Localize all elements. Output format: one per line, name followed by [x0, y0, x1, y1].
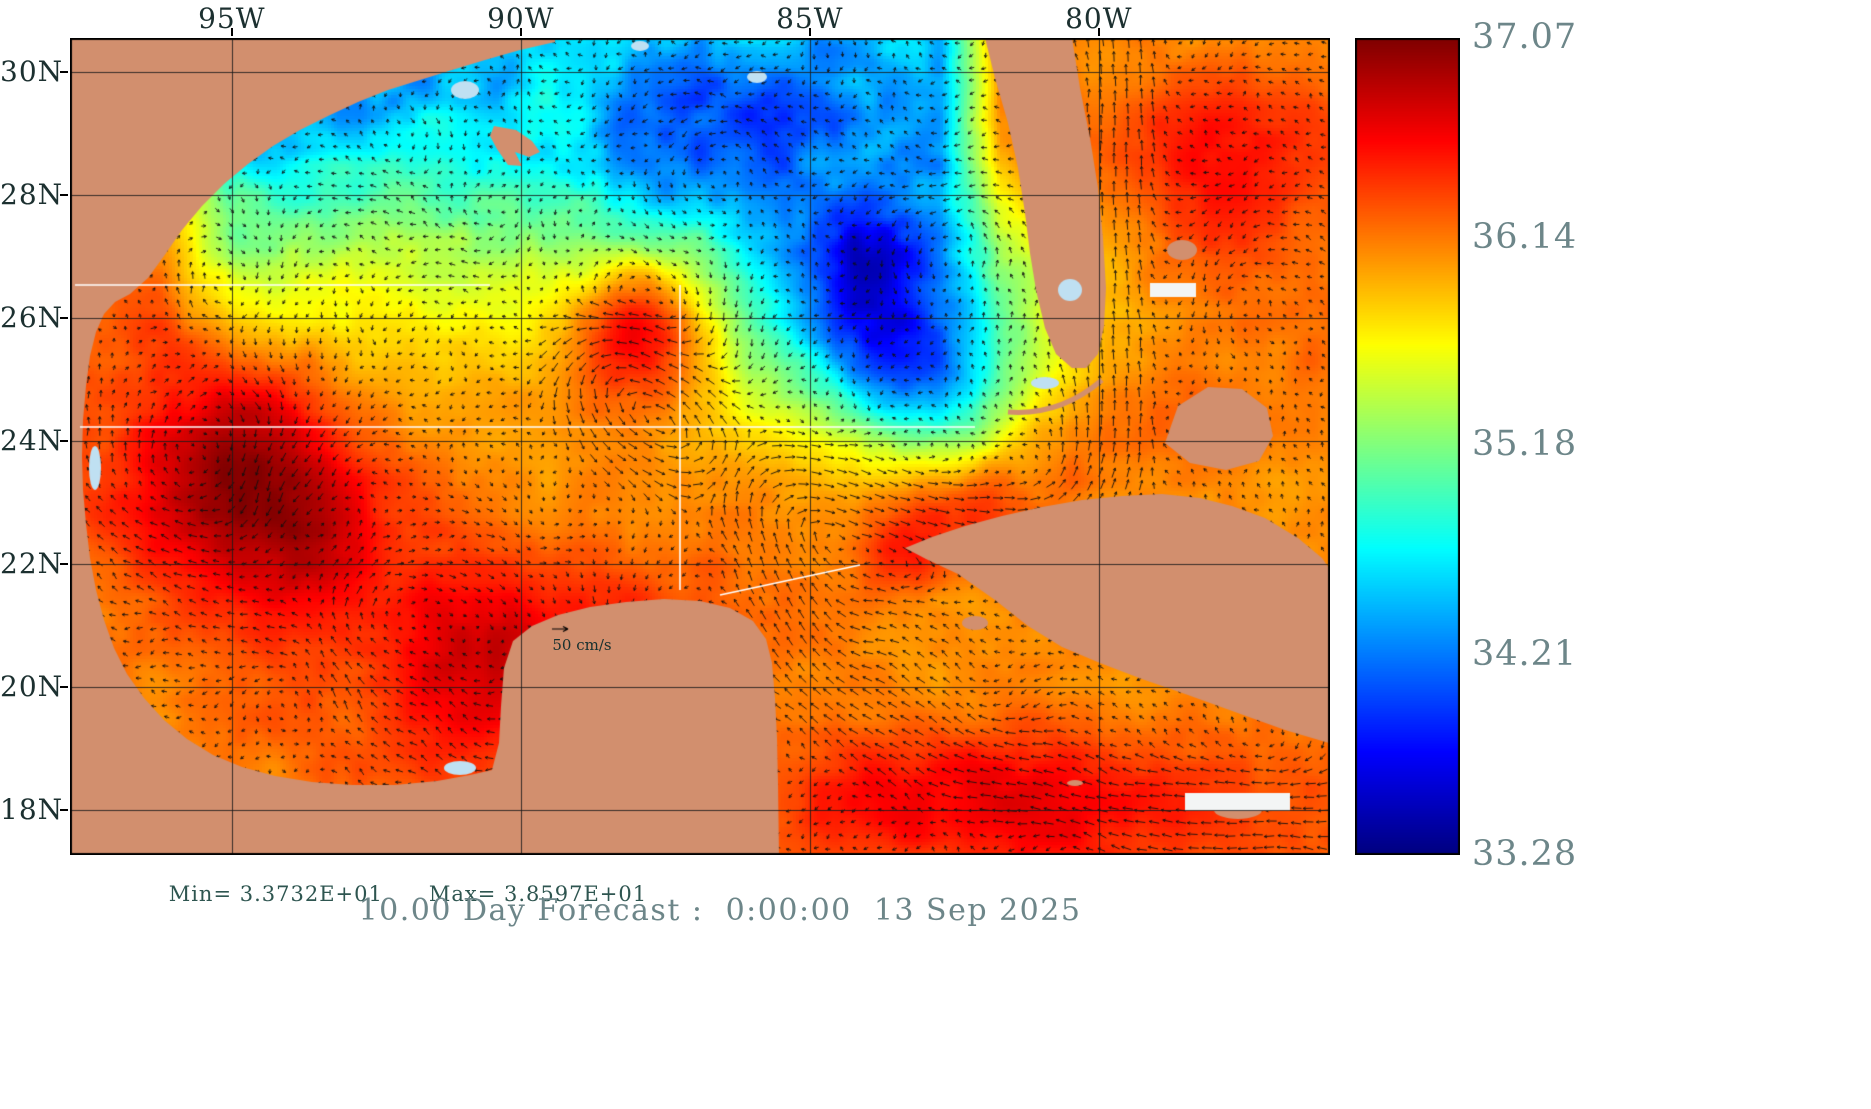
lat-tick-mark	[60, 70, 68, 73]
colorbar-tick-label: 37.07	[1472, 17, 1578, 57]
map-canvas	[70, 38, 1330, 855]
stats-line: Min= 3.3732E+01 Max= 3.8597E+01	[138, 858, 647, 930]
lat-tick-mark	[60, 562, 68, 565]
lat-tick-mark	[60, 685, 68, 688]
lat-tick-label: 18N	[0, 792, 64, 826]
colorbar-tick-label: 33.28	[1472, 834, 1578, 874]
lat-tick-mark	[60, 316, 68, 319]
max-value: Max= 3.8597E+01	[428, 882, 648, 906]
lon-tick-mark	[230, 28, 233, 36]
lat-tick-label: 24N	[0, 423, 64, 457]
lat-tick-label: 30N	[0, 54, 64, 88]
colorbar-tick-label: 35.18	[1472, 424, 1578, 465]
colorbar	[1355, 38, 1460, 855]
lat-tick-mark	[60, 439, 68, 442]
min-value: Min= 3.3732E+01	[168, 882, 383, 906]
lon-tick-mark	[519, 28, 522, 36]
lat-tick-mark	[60, 808, 68, 811]
vector-scale-label: 50 cm/s	[552, 636, 612, 654]
lon-tick-mark	[1097, 28, 1100, 36]
plot-title: 10.00 Day Forecast : 0:00:00 13 Sep 2025	[358, 893, 1082, 928]
colorbar-tick-label: 36.14	[1472, 217, 1578, 258]
lat-tick-label: 22N	[0, 546, 64, 580]
lat-tick-label: 20N	[0, 669, 64, 703]
lon-tick-mark	[808, 28, 811, 36]
lat-tick-label: 26N	[0, 300, 64, 334]
lat-tick-mark	[60, 193, 68, 196]
colorbar-tick-label: 34.21	[1472, 633, 1578, 674]
lat-tick-label: 28N	[0, 177, 64, 211]
